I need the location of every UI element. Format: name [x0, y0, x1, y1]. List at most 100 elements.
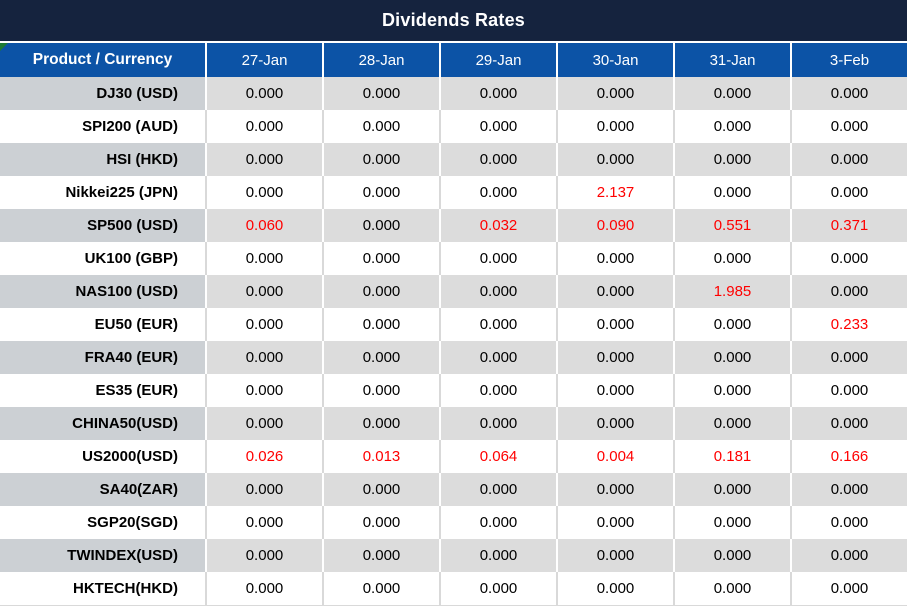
- table-row: NAS100 (USD) 0.000 0.000 0.000 0.000 1.985 0.0…: [0, 275, 907, 308]
- dividend-value: 0.000: [205, 143, 322, 176]
- dividend-value: 0.000: [790, 473, 907, 506]
- product-label: EU50 (EUR): [0, 308, 205, 341]
- table-row: SP500 (USD) 0.060 0.000 0.032 0.090 0.551 0.37…: [0, 209, 907, 242]
- dividend-value: 0.000: [205, 275, 322, 308]
- dividend-value: 0.551: [673, 209, 790, 242]
- dividend-value: 0.000: [556, 110, 673, 143]
- column-header-date: 3-Feb: [790, 43, 907, 77]
- product-label: TWINDEX(USD): [0, 539, 205, 572]
- dividend-value: 0.000: [790, 506, 907, 539]
- dividend-value: 0.000: [322, 143, 439, 176]
- dividend-value: 0.166: [790, 440, 907, 473]
- dividend-value: 0.000: [439, 572, 556, 605]
- product-label: SPI200 (AUD): [0, 110, 205, 143]
- dividend-value: 1.985: [673, 275, 790, 308]
- dividend-value: 0.371: [790, 209, 907, 242]
- table-row: HKTECH(HKD) 0.000 0.000 0.000 0.000 0.000 0.00…: [0, 572, 907, 605]
- table-body: DJ30 (USD) 0.000 0.000 0.000 0.000 0.000 0.000…: [0, 77, 907, 606]
- page-title: Dividends Rates: [381, 10, 526, 30]
- dividend-value: 0.000: [205, 407, 322, 440]
- dividend-value: 0.000: [322, 572, 439, 605]
- dividend-value: 0.000: [205, 341, 322, 374]
- product-label: NAS100 (USD): [0, 275, 205, 308]
- table-row: SPI200 (AUD) 0.000 0.000 0.000 0.000 0.000 0.0…: [0, 110, 907, 143]
- dividend-value: 2.137: [556, 176, 673, 209]
- title-divider: [0, 41, 907, 43]
- dividend-value: 0.000: [790, 77, 907, 110]
- column-header-date: 29-Jan: [439, 43, 556, 77]
- table-header-row: Product / Currency 27-Jan 28-Jan 29-Jan …: [0, 43, 907, 77]
- dividend-value: 0.000: [673, 473, 790, 506]
- table-row: DJ30 (USD) 0.000 0.000 0.000 0.000 0.000 0.000: [0, 77, 907, 110]
- dividend-value: 0.000: [439, 176, 556, 209]
- product-label: SA40(ZAR): [0, 473, 205, 506]
- dividend-value: 0.000: [673, 242, 790, 275]
- dividend-value: 0.000: [556, 308, 673, 341]
- dividend-value: 0.000: [439, 539, 556, 572]
- dividend-value: 0.000: [439, 77, 556, 110]
- column-header-date: 30-Jan: [556, 43, 673, 77]
- dividend-value: 0.000: [322, 539, 439, 572]
- dividend-value: 0.000: [556, 77, 673, 110]
- table-row: SGP20(SGD) 0.000 0.000 0.000 0.000 0.000 0.000: [0, 506, 907, 539]
- product-label: US2000(USD): [0, 440, 205, 473]
- product-label: SGP20(SGD): [0, 506, 205, 539]
- dividend-value: 0.000: [556, 143, 673, 176]
- product-label: HKTECH(HKD): [0, 572, 205, 605]
- dividend-value: 0.000: [673, 407, 790, 440]
- dividend-value: 0.000: [322, 308, 439, 341]
- dividend-value: 0.000: [673, 539, 790, 572]
- table-row: Nikkei225 (JPN) 0.000 0.000 0.000 2.137 0.000…: [0, 176, 907, 209]
- dividend-value: 0.090: [556, 209, 673, 242]
- dividend-value: 0.000: [322, 341, 439, 374]
- dividend-value: 0.000: [439, 308, 556, 341]
- product-label: HSI (HKD): [0, 143, 205, 176]
- product-label: DJ30 (USD): [0, 77, 205, 110]
- dividend-value: 0.000: [790, 407, 907, 440]
- corner-flag-icon: [0, 43, 8, 51]
- dividend-value: 0.000: [322, 176, 439, 209]
- column-header-date: 28-Jan: [322, 43, 439, 77]
- dividend-value: 0.000: [673, 176, 790, 209]
- dividend-value: 0.000: [556, 539, 673, 572]
- dividend-value: 0.060: [205, 209, 322, 242]
- dividend-value: 0.000: [556, 572, 673, 605]
- dividend-value: 0.000: [790, 539, 907, 572]
- dividend-value: 0.000: [673, 110, 790, 143]
- dividend-value: 0.000: [439, 506, 556, 539]
- dividend-value: 0.000: [322, 209, 439, 242]
- column-header-date: 31-Jan: [673, 43, 790, 77]
- dividend-value: 0.000: [673, 308, 790, 341]
- table-row: US2000(USD) 0.026 0.013 0.064 0.004 0.181 0.16…: [0, 440, 907, 473]
- dividend-value: 0.000: [790, 341, 907, 374]
- dividend-value: 0.000: [790, 572, 907, 605]
- dividend-value: 0.000: [205, 539, 322, 572]
- column-header-date: 27-Jan: [205, 43, 322, 77]
- dividend-value: 0.000: [322, 275, 439, 308]
- dividend-value: 0.000: [322, 374, 439, 407]
- dividend-value: 0.000: [673, 77, 790, 110]
- table-row: CHINA50(USD) 0.000 0.000 0.000 0.000 0.000 0.0…: [0, 407, 907, 440]
- dividend-value: 0.032: [439, 209, 556, 242]
- table-row: ES35 (EUR) 0.000 0.000 0.000 0.000 0.000 0.000: [0, 374, 907, 407]
- dividend-value: 0.000: [439, 143, 556, 176]
- dividend-value: 0.000: [322, 242, 439, 275]
- dividend-value: 0.000: [556, 341, 673, 374]
- dividend-value: 0.000: [556, 275, 673, 308]
- dividend-value: 0.000: [790, 374, 907, 407]
- dividend-value: 0.000: [556, 242, 673, 275]
- dividend-value: 0.000: [673, 506, 790, 539]
- dividend-value: 0.000: [205, 374, 322, 407]
- dividend-value: 0.000: [439, 473, 556, 506]
- table-row: HSI (HKD) 0.000 0.000 0.000 0.000 0.000 0.000: [0, 143, 907, 176]
- table-row: FRA40 (EUR) 0.000 0.000 0.000 0.000 0.000 0.00…: [0, 341, 907, 374]
- product-label: ES35 (EUR): [0, 374, 205, 407]
- dividend-value: 0.000: [322, 506, 439, 539]
- dividend-value: 0.000: [322, 473, 439, 506]
- dividend-value: 0.000: [205, 473, 322, 506]
- product-label: SP500 (USD): [0, 209, 205, 242]
- product-label: CHINA50(USD): [0, 407, 205, 440]
- dividend-value: 0.000: [673, 341, 790, 374]
- dividend-value: 0.000: [205, 242, 322, 275]
- dividend-value: 0.000: [439, 341, 556, 374]
